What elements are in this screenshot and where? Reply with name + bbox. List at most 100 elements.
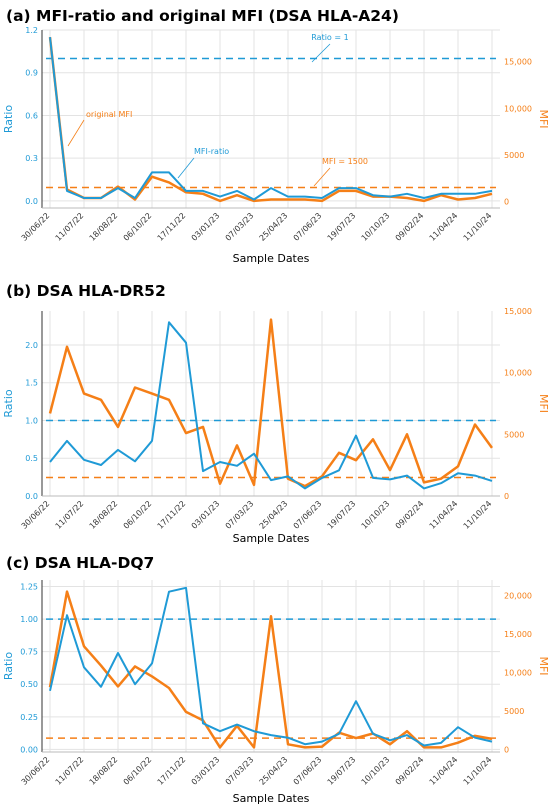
x-tick-label: 11/10/24 xyxy=(462,755,494,787)
y-tick-label: 1.5 xyxy=(25,379,38,388)
ratio-series-line xyxy=(49,586,493,747)
x-axis-label: Sample Dates xyxy=(233,792,310,805)
x-tick-label: 25/04/23 xyxy=(258,499,290,531)
x-tick-label: 09/02/24 xyxy=(394,755,426,787)
x-tick-label: 30/06/22 xyxy=(20,755,52,787)
x-tick-label: 11/04/24 xyxy=(428,211,460,243)
annotation-leader xyxy=(313,167,331,187)
y2-tick-label: 10,000 xyxy=(504,104,532,113)
x-tick-label: 07/03/23 xyxy=(224,755,256,787)
x-tick-label: 03/01/23 xyxy=(190,211,222,243)
x-tick-label: 07/06/23 xyxy=(292,499,324,531)
ratio-series-line xyxy=(49,36,493,201)
y2-tick-label: 0 xyxy=(504,492,509,501)
chart-panel-1: (b) DSA HLA-DR52 30/06/22 11/07/22 18/08/22… xyxy=(2,282,550,545)
y-tick-label: 0.0 xyxy=(25,197,38,206)
y2-tick-label: 0 xyxy=(504,197,509,206)
mfi-series-line xyxy=(48,590,493,749)
y-tick-label: 1.00 xyxy=(20,615,38,624)
y-tick-label: 0.5 xyxy=(25,454,38,463)
y2-tick-label: 15,000 xyxy=(504,58,532,67)
annotation-original-mfi: original MFI xyxy=(86,110,132,119)
x-tick-label: 11/07/22 xyxy=(54,755,86,787)
x-tick-label: 11/07/22 xyxy=(54,211,86,243)
x-tick-label: 10/10/23 xyxy=(360,755,392,787)
annotation-mfi-ratio: MFI-ratio xyxy=(194,147,229,156)
x-tick-label: 17/11/22 xyxy=(156,755,188,787)
x-tick-label: 11/10/24 xyxy=(462,211,494,243)
y-tick-label: 0.6 xyxy=(25,111,38,120)
y2-axis-label: MFI xyxy=(537,109,550,128)
y2-tick-label: 5000 xyxy=(504,707,524,716)
y-axis-label: Ratio xyxy=(2,652,15,681)
x-tick-label: 07/06/23 xyxy=(292,755,324,787)
y2-tick-label: 10,000 xyxy=(504,369,532,378)
y-tick-label: 0.50 xyxy=(20,680,38,689)
y2-axis-label: MFI xyxy=(537,394,550,413)
y-tick-label: 1.2 xyxy=(25,26,38,35)
y2-tick-label: 5000 xyxy=(504,430,524,439)
y-tick-label: 0.9 xyxy=(25,69,38,78)
y2-tick-label: 20,000 xyxy=(504,591,532,600)
annotation-leader xyxy=(177,157,195,179)
x-tick-label: 06/10/22 xyxy=(122,211,154,243)
x-tick-label: 11/07/22 xyxy=(54,499,86,531)
x-tick-label: 11/10/24 xyxy=(462,499,494,531)
x-tick-label: 07/06/23 xyxy=(292,211,324,243)
x-tick-label: 19/07/23 xyxy=(326,755,358,787)
x-tick-label: 25/04/23 xyxy=(258,755,290,787)
y-tick-label: 2.0 xyxy=(25,341,38,350)
x-tick-label: 09/02/24 xyxy=(394,211,426,243)
x-tick-label: 17/11/22 xyxy=(156,211,188,243)
x-tick-label: 03/01/23 xyxy=(190,499,222,531)
x-axis-label: Sample Dates xyxy=(233,252,310,265)
x-tick-label: 19/07/23 xyxy=(326,499,358,531)
y2-tick-label: 5000 xyxy=(504,151,524,160)
annotation-leader xyxy=(311,43,331,63)
y-axis-label: Ratio xyxy=(2,389,15,418)
x-tick-label: 11/04/24 xyxy=(428,755,460,787)
annotation-mfi-1500: MFI = 1500 xyxy=(322,157,368,166)
y2-axis-label: MFI xyxy=(537,656,550,675)
y2-tick-label: 15,000 xyxy=(504,307,532,316)
annotation-leader xyxy=(67,119,85,147)
chart-title: (c) DSA HLA-DQ7 xyxy=(6,554,154,572)
x-tick-label: 06/10/22 xyxy=(122,755,154,787)
x-tick-label: 18/08/22 xyxy=(88,755,120,787)
x-tick-label: 25/04/23 xyxy=(258,211,290,243)
y-tick-label: 0.75 xyxy=(20,648,38,657)
x-axis-label: Sample Dates xyxy=(233,532,310,545)
x-tick-label: 19/07/23 xyxy=(326,211,358,243)
y-tick-label: 0.00 xyxy=(20,745,38,754)
y-tick-label: 0.3 xyxy=(25,154,38,163)
chart-panel-0: (a) MFI-ratio and original MFI (DSA HLA-… xyxy=(2,7,550,265)
x-tick-label: 10/10/23 xyxy=(360,499,392,531)
y-tick-label: 1.25 xyxy=(20,583,38,592)
x-tick-label: 11/04/24 xyxy=(428,499,460,531)
x-tick-label: 18/08/22 xyxy=(88,211,120,243)
x-tick-label: 10/10/23 xyxy=(360,211,392,243)
x-tick-label: 07/03/23 xyxy=(224,211,256,243)
x-tick-label: 18/08/22 xyxy=(88,499,120,531)
y2-tick-label: 15,000 xyxy=(504,630,532,639)
x-tick-label: 03/01/23 xyxy=(190,755,222,787)
y2-tick-label: 10,000 xyxy=(504,669,532,678)
mfi-series-line xyxy=(48,318,494,488)
x-tick-label: 17/11/22 xyxy=(156,499,188,531)
x-tick-label: 07/03/23 xyxy=(224,499,256,531)
y-tick-label: 0.0 xyxy=(25,492,38,501)
chart-title: (b) DSA HLA-DR52 xyxy=(6,282,166,300)
x-tick-label: 09/02/24 xyxy=(394,499,426,531)
ratio-series-line xyxy=(49,321,493,490)
chart-title: (a) MFI-ratio and original MFI (DSA HLA-… xyxy=(6,7,399,25)
y-tick-label: 0.25 xyxy=(20,713,38,722)
y2-tick-label: 0 xyxy=(504,746,509,755)
x-tick-label: 30/06/22 xyxy=(20,499,52,531)
y-tick-label: 1.0 xyxy=(25,416,38,425)
annotation-ratio-1: Ratio = 1 xyxy=(311,33,348,42)
x-tick-label: 06/10/22 xyxy=(122,499,154,531)
y-axis-label: Ratio xyxy=(2,105,15,134)
x-tick-label: 30/06/22 xyxy=(20,211,52,243)
